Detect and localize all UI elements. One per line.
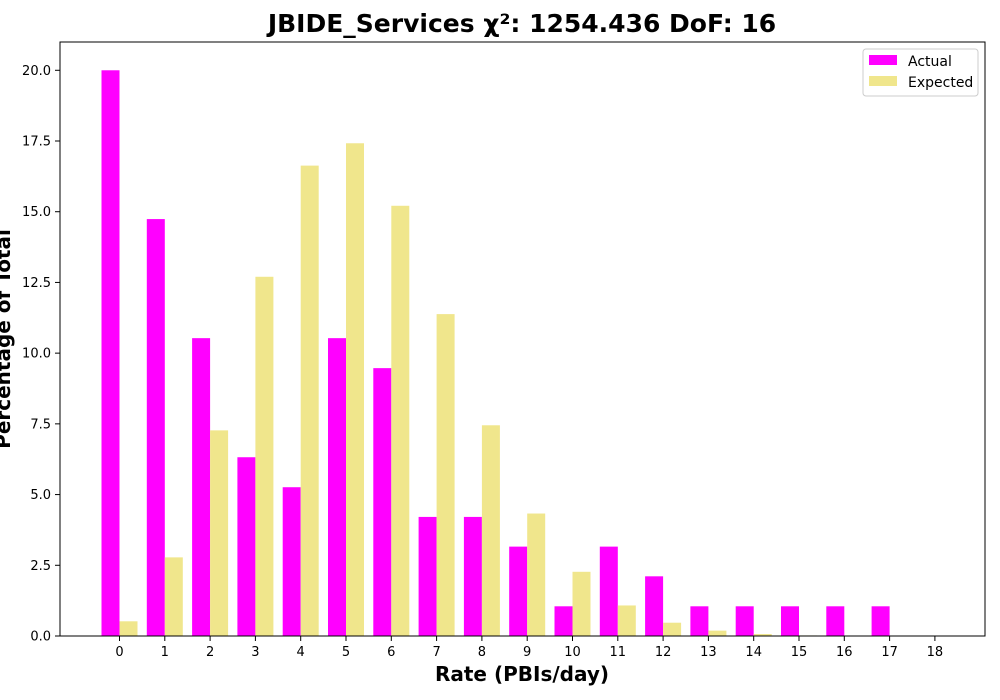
x-axis: 0 1 2 3 4 5 6 7 8 9 10 11 12 13 14 15 16 17 18 <box>115 636 943 660</box>
y-tick-label: 0.0 <box>30 630 51 645</box>
y-tick-label: 20.0 <box>22 64 51 79</box>
bar-expected-13 <box>708 630 727 636</box>
x-tick-label: 1 <box>161 645 169 660</box>
x-tick-label: 7 <box>432 645 440 660</box>
bar-actual-10 <box>554 606 573 636</box>
legend-swatch-expected <box>869 76 897 86</box>
x-tick-label: 3 <box>251 645 259 660</box>
x-tick-label: 2 <box>206 645 214 660</box>
x-tick-label: 16 <box>836 645 853 660</box>
bar-actual-14 <box>735 606 754 636</box>
bar-actual-3 <box>237 457 256 636</box>
bar-actual-9 <box>509 546 528 636</box>
bar-expected-2 <box>210 430 229 636</box>
x-tick-label: 0 <box>115 645 123 660</box>
legend-label-actual: Actual <box>908 54 952 70</box>
y-tick-label: 2.5 <box>30 559 51 574</box>
bar-expected-6 <box>391 205 410 636</box>
bar-actual-6 <box>373 368 392 636</box>
x-tick-label: 9 <box>523 645 531 660</box>
bar-expected-12 <box>663 622 682 636</box>
x-tick-label: 6 <box>387 645 395 660</box>
bar-expected-8 <box>481 425 500 636</box>
x-axis-label: Rate (PBIs/day) <box>435 662 609 686</box>
x-tick-label: 15 <box>791 645 808 660</box>
y-tick-label: 12.5 <box>22 276 51 291</box>
legend-label-expected: Expected <box>908 75 973 91</box>
y-axis-label: Percentage of Total <box>0 229 15 449</box>
bar-actual-4 <box>282 487 301 636</box>
bar-expected-3 <box>255 276 274 636</box>
bar-expected-9 <box>527 513 546 636</box>
legend: Actual Expected <box>862 48 979 97</box>
y-tick-label: 17.5 <box>22 135 51 150</box>
y-axis: 0.0 2.5 5.0 7.5 10.0 12.5 15.0 17.5 20.0 <box>22 64 60 645</box>
bar-actual-17 <box>871 606 890 636</box>
bar-expected-0 <box>119 621 138 636</box>
legend-swatch-actual <box>869 55 897 65</box>
plot-frame <box>59 41 986 637</box>
bar-actual-5 <box>328 338 346 636</box>
bar-actual-16 <box>826 606 845 636</box>
bars-group <box>101 70 890 637</box>
x-tick-label: 13 <box>700 645 717 660</box>
x-tick-label: 10 <box>564 645 581 660</box>
bar-actual-12 <box>645 576 664 636</box>
chart-title: JBIDE_Services χ²: 1254.436 DoF: 16 <box>266 9 776 38</box>
bar-expected-14 <box>753 634 772 636</box>
bar-actual-1 <box>146 219 165 636</box>
bar-actual-13 <box>690 606 709 636</box>
x-tick-label: 18 <box>927 645 944 660</box>
bar-actual-2 <box>192 338 211 636</box>
bar-actual-15 <box>781 606 799 636</box>
bar-actual-0 <box>101 70 120 637</box>
x-tick-label: 17 <box>881 645 898 660</box>
y-tick-label: 10.0 <box>22 347 51 362</box>
bar-expected-10 <box>572 571 591 636</box>
x-tick-label: 12 <box>655 645 672 660</box>
x-tick-label: 11 <box>610 645 627 660</box>
bar-expected-5 <box>346 143 364 636</box>
x-tick-label: 5 <box>342 645 350 660</box>
y-tick-label: 15.0 <box>22 205 51 220</box>
x-tick-label: 8 <box>478 645 486 660</box>
bar-actual-11 <box>599 546 618 636</box>
bar-actual-7 <box>418 516 437 636</box>
bar-expected-4 <box>300 165 319 636</box>
y-tick-label: 5.0 <box>30 488 51 503</box>
y-tick-label: 7.5 <box>30 417 51 432</box>
bar-expected-1 <box>164 557 183 636</box>
bar-expected-7 <box>436 314 455 636</box>
bar-expected-11 <box>617 605 636 636</box>
x-tick-label: 14 <box>745 645 762 660</box>
x-tick-label: 4 <box>297 645 305 660</box>
bar-actual-8 <box>463 516 482 636</box>
